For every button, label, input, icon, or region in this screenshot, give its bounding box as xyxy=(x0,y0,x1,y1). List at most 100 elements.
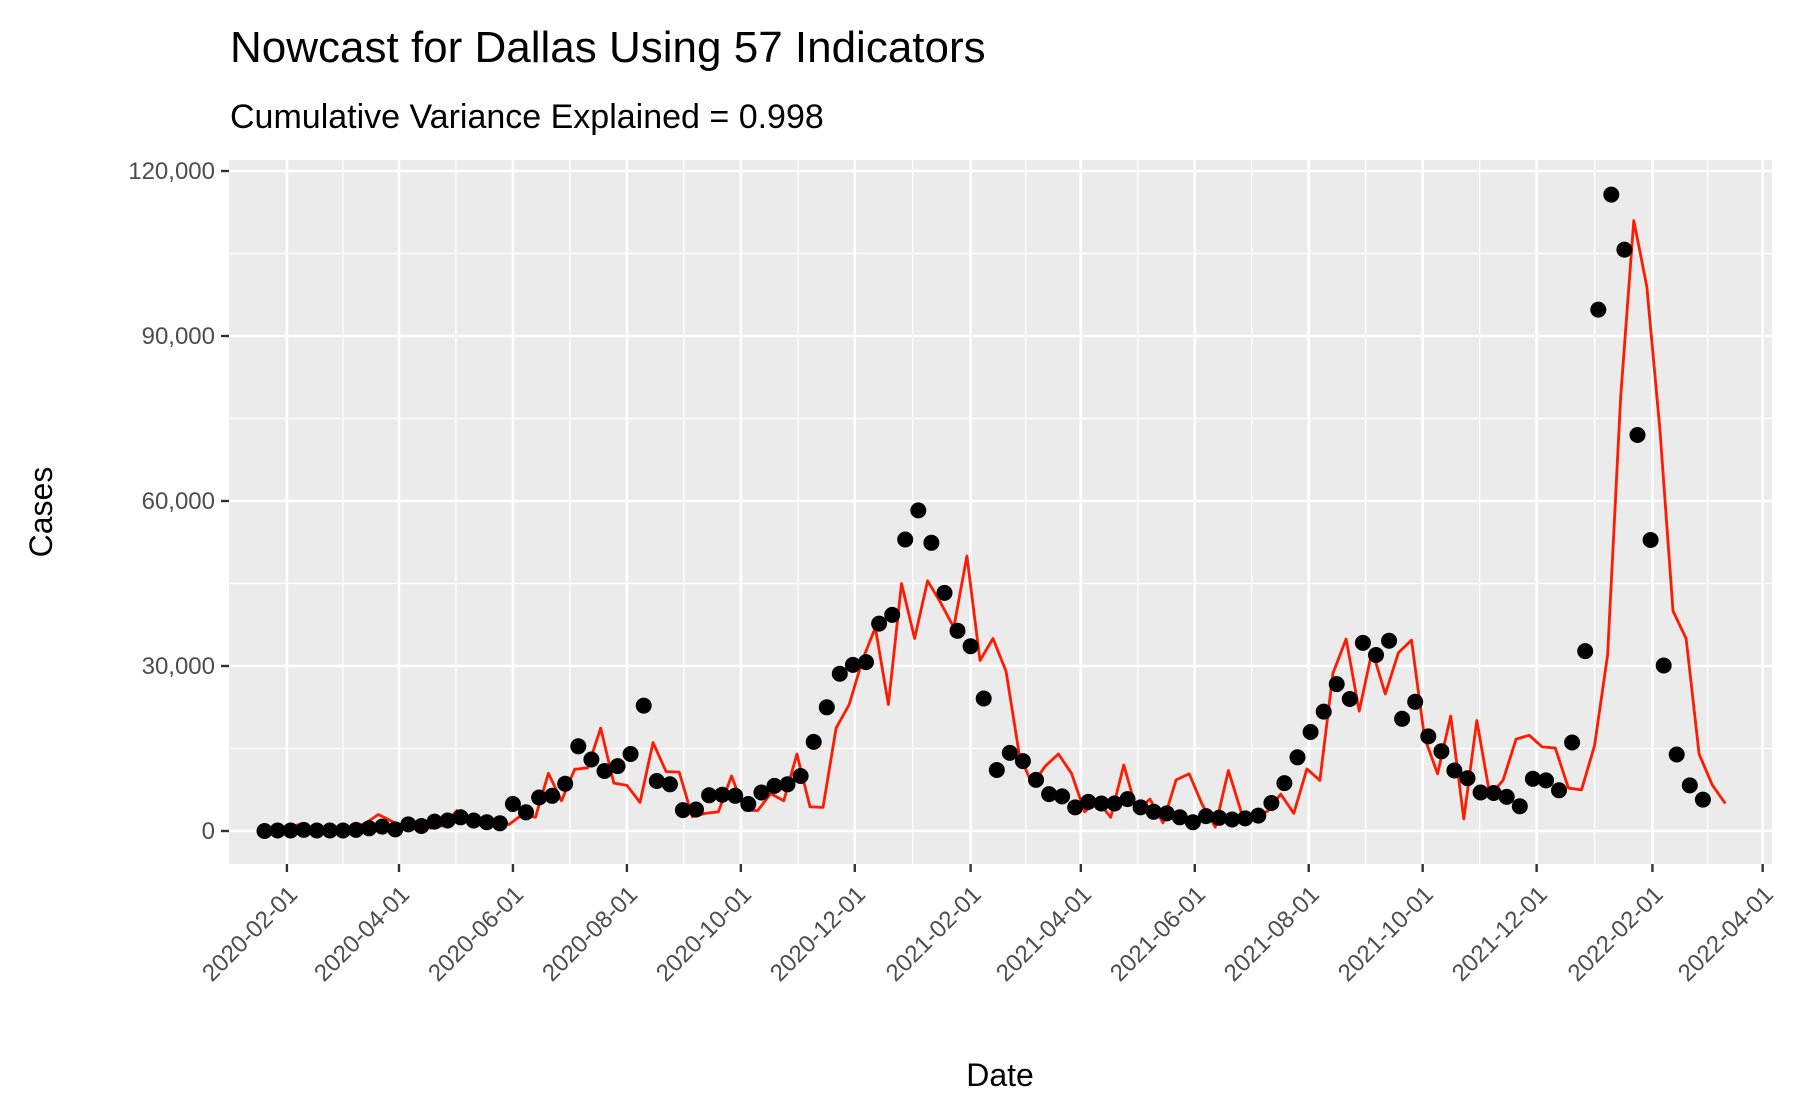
observed-point xyxy=(988,762,1005,778)
observed-point xyxy=(1289,749,1306,766)
x-tick-label: 2020-10-01 xyxy=(651,881,757,987)
observed-point xyxy=(609,758,626,775)
observed-point xyxy=(282,822,299,839)
observed-point xyxy=(714,786,731,803)
observed-point xyxy=(348,821,364,838)
observed-point xyxy=(884,606,901,623)
y-tick-label: 90,000 xyxy=(142,323,215,350)
observed-point xyxy=(583,751,600,768)
x-tick-label: 2022-02-01 xyxy=(1563,881,1669,987)
observed-point xyxy=(596,763,613,779)
chart-title: Nowcast for Dallas Using 57 Indicators xyxy=(230,23,986,72)
observed-point xyxy=(1577,643,1594,660)
observed-point xyxy=(295,821,312,838)
observed-point xyxy=(426,813,443,830)
x-tick-label: 2022-04-01 xyxy=(1673,881,1779,987)
observed-point xyxy=(949,622,966,639)
observed-point xyxy=(1224,811,1241,828)
observed-point xyxy=(792,768,809,784)
observed-point xyxy=(321,822,338,839)
x-tick-label: 2020-02-01 xyxy=(197,881,303,987)
observed-point xyxy=(753,784,770,801)
grid-layer xyxy=(229,160,1772,864)
observed-point xyxy=(740,796,757,812)
observed-point xyxy=(1001,744,1018,761)
observed-point xyxy=(1381,632,1398,649)
observed-point xyxy=(1171,809,1188,826)
observed-point xyxy=(1394,710,1411,727)
observed-point xyxy=(1315,703,1332,720)
observed-point xyxy=(1668,746,1685,763)
observed-point xyxy=(831,665,848,682)
observed-point xyxy=(335,822,351,839)
observed-point xyxy=(661,776,678,793)
observed-point xyxy=(544,787,561,804)
observed-point xyxy=(701,787,718,804)
observed-point xyxy=(1341,691,1358,707)
observed-point xyxy=(1080,793,1097,810)
observed-point xyxy=(674,802,691,819)
observed-point xyxy=(1616,241,1633,258)
observed-point xyxy=(923,534,940,551)
observed-point xyxy=(858,654,874,671)
observed-point xyxy=(1485,785,1502,801)
observed-point xyxy=(622,746,639,762)
observed-point xyxy=(1250,807,1267,824)
observed-point xyxy=(1590,301,1607,318)
observed-point xyxy=(1564,734,1581,751)
observed-point xyxy=(1407,693,1424,710)
observed-point xyxy=(1551,782,1567,799)
observed-point xyxy=(936,584,953,601)
x-tick-label: 2021-08-01 xyxy=(1219,881,1325,987)
observed-point xyxy=(308,822,325,839)
observed-point xyxy=(400,816,417,833)
observed-point xyxy=(766,777,783,794)
x-tick-label: 2021-06-01 xyxy=(1105,881,1211,987)
observed-point xyxy=(1106,795,1123,812)
observed-point xyxy=(897,531,914,548)
observed-point xyxy=(1119,791,1136,808)
observed-point xyxy=(1237,810,1254,827)
observed-point xyxy=(439,812,456,829)
x-tick-label: 2020-12-01 xyxy=(765,881,871,987)
observed-point xyxy=(269,822,286,839)
observed-point xyxy=(1014,753,1031,770)
observed-point xyxy=(374,818,391,835)
observed-point xyxy=(1184,814,1201,831)
observed-point xyxy=(1446,762,1463,779)
observed-point xyxy=(452,809,469,826)
observed-point xyxy=(1420,728,1437,745)
observed-point xyxy=(1498,788,1515,805)
observed-point xyxy=(1328,676,1345,693)
observed-point xyxy=(465,812,482,829)
observed-point xyxy=(1538,772,1554,789)
observed-point xyxy=(1368,647,1384,663)
observed-point xyxy=(256,823,273,839)
observed-point xyxy=(1028,771,1044,788)
observed-point xyxy=(1041,786,1058,803)
axis-layer xyxy=(221,169,1764,872)
y-axis-title: Cases xyxy=(23,467,59,558)
observed-point xyxy=(1198,808,1214,825)
observed-point xyxy=(387,821,404,838)
observed-point xyxy=(1433,743,1450,760)
observed-point xyxy=(688,801,704,818)
observed-point xyxy=(1093,795,1110,812)
observed-point xyxy=(1694,791,1711,808)
y-tick-label: 120,000 xyxy=(128,158,215,185)
observed-point xyxy=(1067,799,1084,816)
observed-point xyxy=(1145,803,1162,820)
observed-point xyxy=(1354,634,1371,651)
observed-point xyxy=(805,733,822,750)
observed-point xyxy=(975,690,992,707)
observed-point xyxy=(727,787,744,804)
plot-panel xyxy=(229,160,1772,864)
chart-subtitle: Cumulative Variance Explained = 0.998 xyxy=(230,98,824,136)
x-tick-label: 2021-10-01 xyxy=(1333,881,1439,987)
observed-point xyxy=(1054,788,1071,805)
observed-point xyxy=(648,773,665,789)
x-axis-title: Date xyxy=(966,1057,1034,1093)
series-layer xyxy=(256,186,1727,839)
observed-point xyxy=(1524,770,1541,787)
